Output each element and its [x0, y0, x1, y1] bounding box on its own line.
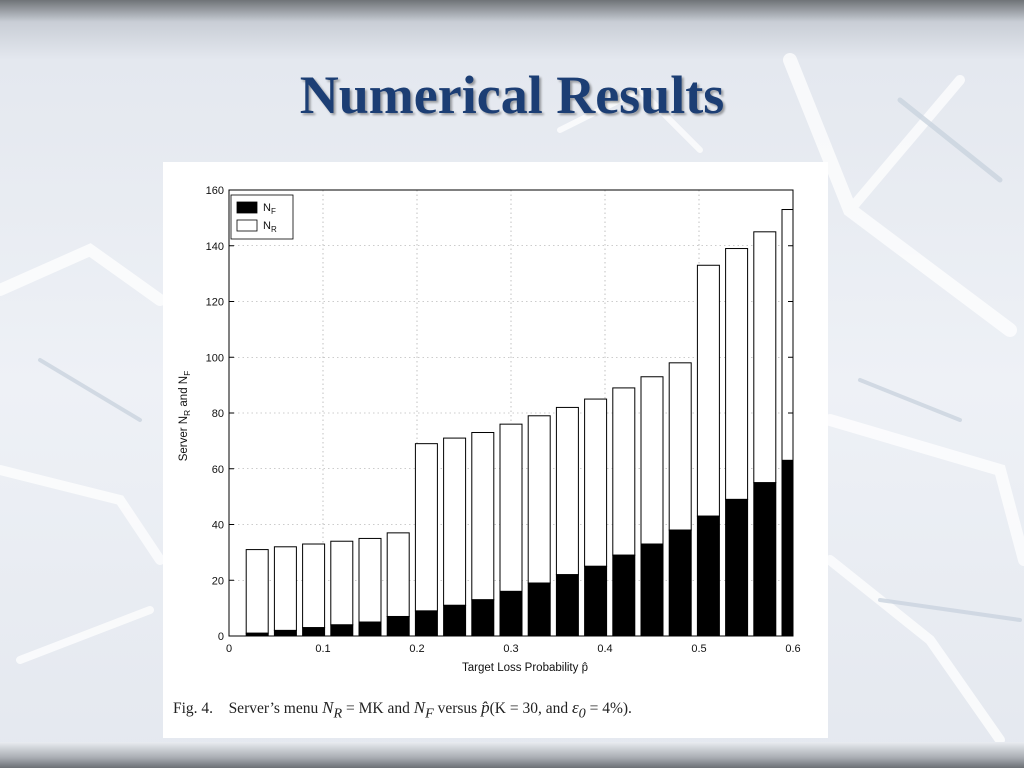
slide-title: Numerical Results: [299, 65, 725, 125]
legend-label-nr: NR: [263, 220, 277, 234]
y-tick-label: 40: [212, 520, 224, 532]
bar-chart: 0 20 40 60 80 100 120 140 160 0 0.1 0.2 0.3 0.4 0.5 0.6…: [178, 185, 801, 674]
bar-nf: [640, 543, 664, 637]
y-tick-label: 100: [206, 352, 224, 364]
x-tick-label: 0.2: [409, 643, 424, 655]
bar-nf: [273, 629, 297, 637]
x-axis-label: Target Loss Probability p̂: [462, 662, 588, 674]
x-tick-label: 0.3: [503, 643, 518, 655]
bar-nf: [499, 590, 523, 637]
x-tick-label: 0.1: [315, 643, 330, 655]
bar-nf: [386, 615, 410, 637]
bar-nf: [555, 574, 579, 637]
bar-nf: [668, 529, 692, 637]
bar-nr: [330, 540, 354, 626]
x-tick-label: 0: [226, 643, 232, 655]
y-tick-label: 160: [206, 185, 224, 197]
bar-nf: [330, 624, 354, 637]
bar-nf: [527, 582, 551, 637]
bar-nr: [414, 443, 438, 612]
bar-nr: [386, 532, 410, 617]
legend-swatch-nr: [236, 219, 258, 232]
caption-math-nf: NF: [413, 698, 434, 722]
y-tick-label: 60: [212, 464, 224, 476]
bar-nf: [781, 459, 794, 637]
x-tick-label: 0.5: [691, 643, 706, 655]
bar-nr: [584, 398, 608, 567]
bar-nf: [358, 621, 382, 637]
legend-label-nf: NF: [263, 202, 276, 216]
bar-nr: [725, 248, 749, 500]
caption-text-5: = 4%).: [589, 700, 632, 717]
bar-nr: [640, 376, 664, 545]
bar-nf: [302, 627, 326, 637]
bar-nf: [471, 599, 495, 637]
figure-caption: Fig. 4. Server’s menu NR = MK and NF ver…: [173, 698, 823, 722]
y-tick-label: 20: [212, 575, 224, 587]
caption-label: Fig. 4.: [173, 700, 214, 717]
bar-nr: [753, 231, 777, 484]
bar-nf: [725, 498, 749, 637]
caption-text-4: (K = 30, and: [489, 700, 569, 717]
y-tick-label: 0: [218, 631, 224, 643]
bar-nf: [584, 565, 608, 637]
bar-nf: [612, 554, 636, 637]
x-tick-label: 0.6: [785, 643, 800, 655]
y-axis-label: Server NR and NF: [178, 371, 192, 462]
bar-nf: [696, 515, 720, 637]
bar-nr: [668, 362, 692, 531]
bar-nr: [555, 406, 579, 576]
bar-nr: [245, 549, 269, 634]
bar-nr: [612, 387, 636, 556]
legend: NF NR: [230, 194, 294, 240]
figure-panel: 0 20 40 60 80 100 120 140 160 0 0.1 0.2 0.3 0.4 0.5 0.6…: [163, 162, 828, 738]
bar-nr: [358, 537, 382, 623]
bottom-bar: [0, 742, 1024, 768]
ticks: 0 20 40 60 80 100 120 140 160 0 0.1 0.2 0.3 0.4 0.5 0.6: [206, 185, 801, 655]
bar-nr: [443, 437, 467, 606]
bar-nr: [781, 209, 794, 461]
x-tick-label: 0.4: [597, 643, 612, 655]
bar-nf: [443, 604, 467, 637]
caption-text-1: Server’s menu: [228, 700, 319, 717]
bar-nr: [302, 543, 326, 629]
bar-nr: [273, 546, 297, 631]
caption-math-p: p̂: [481, 698, 490, 717]
y-tick-label: 120: [206, 297, 224, 309]
caption-text-2: = MK and: [346, 700, 410, 717]
bar-nf: [753, 482, 777, 637]
bar-nr: [499, 423, 523, 592]
bar-nr: [527, 415, 551, 584]
caption-math-nr: NR: [322, 698, 343, 722]
y-tick-label: 140: [206, 241, 224, 253]
bars: [245, 209, 794, 637]
y-tick-label: 80: [212, 408, 224, 420]
bar-nr: [696, 264, 720, 517]
legend-swatch-nf: [236, 201, 258, 214]
bar-nr: [471, 432, 495, 601]
caption-text-3: versus: [437, 700, 478, 717]
caption-math-eps: ε0: [571, 698, 586, 722]
bar-nf: [414, 610, 438, 637]
